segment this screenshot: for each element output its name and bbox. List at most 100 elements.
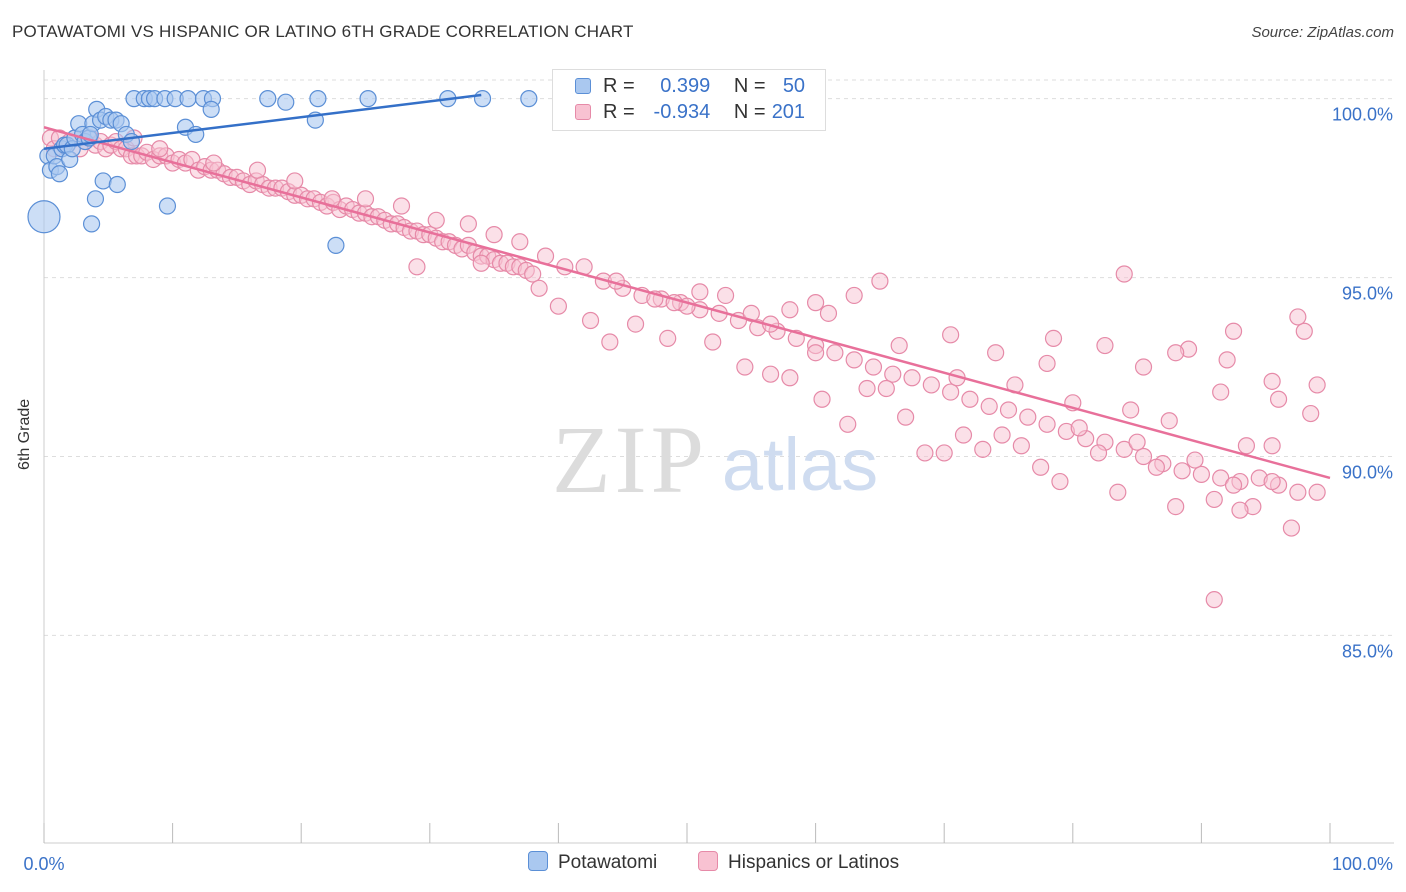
hispanics-point [1115,440,1133,458]
hispanics-point [1224,322,1243,340]
hispanics-point [1263,372,1281,390]
hispanics-point [1218,351,1236,369]
hispanics-point [1205,591,1223,609]
potawatomi-point [158,197,177,215]
hispanics-point [1044,329,1063,348]
hispanics-point [659,329,677,348]
hispanics-point [806,344,825,362]
potawatomi-point [122,132,141,151]
hispanics-point [356,190,375,208]
bottom-legend-swatch-pink [698,851,718,871]
hispanics-point [987,344,1005,362]
legend-n-label: N = [733,101,766,123]
legend-row-hispanics: R = -0.934 N = 201 [575,101,805,127]
hispanics-point [1122,401,1140,419]
hispanics-point [248,161,267,179]
hispanics-point [511,233,529,251]
hispanics-point [974,440,992,458]
legend-n-value: 50 [782,75,806,97]
hispanics-point [942,383,960,401]
bottom-legend-label: Potawatomi [558,852,658,873]
hispanics-point [691,283,709,301]
hispanics-point [993,426,1011,444]
hispanics-point [935,444,953,462]
hispanics-point [761,365,780,383]
potawatomi-point [94,172,112,190]
hispanics-point [999,401,1018,419]
hispanics-point [472,254,490,272]
source-label: Source: ZipAtlas.com [1251,24,1394,41]
potawatomi-point [309,90,327,108]
hispanics-point [1167,498,1185,516]
potawatomi-point [86,190,105,208]
hispanics-point [1128,433,1146,451]
hispanics-point [813,390,831,408]
hispanics-point [581,311,600,330]
hispanics-point [1012,437,1030,455]
hispanics-point [1038,415,1056,433]
hispanics-point [903,369,921,387]
bottom-legend-swatch-blue [528,851,548,871]
x-tick-label: 0.0% [23,854,64,874]
hispanics-point [524,265,542,283]
hispanics-point [1089,444,1108,462]
legend-swatch-blue [575,78,591,94]
watermark-atlas: atlas [722,423,878,506]
hispanics-point [626,315,645,333]
hispanics-point [1147,458,1165,476]
hispanics-point [897,408,915,426]
potawatomi-point [473,90,492,108]
potawatomi-point [179,90,197,108]
hispanics-point [1192,465,1211,483]
potawatomi-trend-line [43,93,482,150]
hispanics-point [1263,437,1281,455]
hispanics-point [1289,483,1307,501]
hispanics-point [1134,447,1153,466]
hispanics-point [1038,354,1056,373]
hispanics-point [408,258,426,276]
hispanics-point [922,376,940,394]
hispanics-point [716,286,735,305]
hispanics-point [858,379,876,398]
hispanics-point [1212,383,1230,401]
legend-n-label: N = [733,75,766,97]
potawatomi-point [327,236,345,254]
hispanics-point [884,365,902,383]
hispanics-point [530,279,548,297]
potawatomi-point [520,90,538,108]
hispanics-point [1115,265,1133,283]
trend-lines [43,93,1331,480]
axes [43,70,1394,844]
hispanics-point [819,304,838,322]
hispanics-point [1032,458,1050,476]
hispanics-point [427,211,445,229]
hispanics-point [1212,469,1230,487]
hispanics-point [942,326,960,344]
hispanics-point [781,301,799,319]
stats-legend: R = 0.399 N = 50 R = -0.934 N = 201 [552,69,826,131]
grid-lines [44,79,1394,636]
legend-row-potawatomi: R = 0.399 N = 50 [575,75,805,101]
y-tick-label: 100.0% [1332,105,1393,125]
hispanics-point [1308,376,1326,394]
hispanics-point [961,390,979,408]
hispanics-point [1295,322,1313,340]
watermark-zip: ZIP [552,406,708,513]
potawatomi-point [108,175,126,194]
hispanics-point [1269,390,1288,408]
hispanics-point [1167,344,1185,362]
x-tick-label: 100.0% [1332,854,1393,874]
legend-swatch-pink [575,104,591,120]
hispanics-point [1070,419,1088,437]
legend-n-value: 201 [771,101,806,123]
hispanics-point [392,197,411,215]
hispanics-point [151,140,169,158]
hispanics-point [485,226,503,244]
y-tick-label: 85.0% [1342,641,1393,661]
hispanics-point [1289,308,1307,326]
series-hispanics-points [41,129,1326,609]
tick-labels: 85.0% 90.0% 95.0% 100.0% 0.0% 100.0% [23,105,1393,874]
hispanics-point [1224,476,1243,494]
hispanics-point [736,358,754,376]
